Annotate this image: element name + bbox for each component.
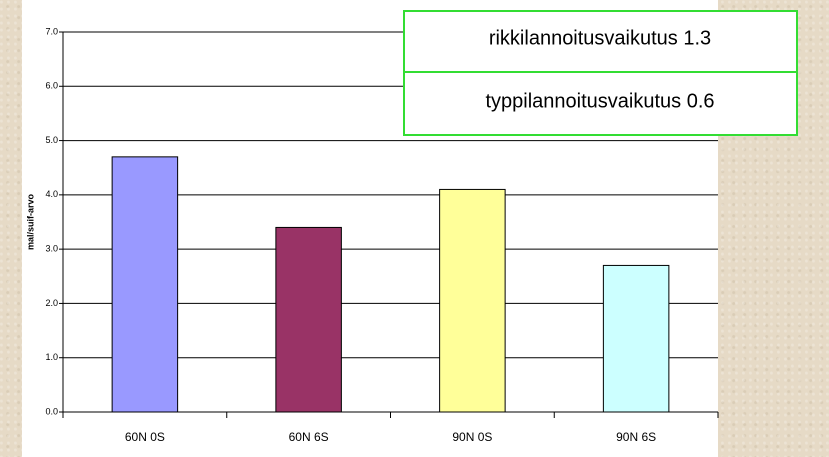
annotation: typpilannoitusvaikutus 0.6 [485, 90, 714, 112]
bar [439, 188, 506, 413]
bar [275, 226, 342, 413]
x-tick-label: 90N 6S [616, 430, 656, 444]
y-tick-label: 3.0 [45, 244, 58, 254]
x-tick-label: 60N 6S [289, 430, 329, 444]
annotation: rikkilannoitusvaikutus 1.3 [489, 27, 711, 49]
y-tick-label: 2.0 [45, 298, 58, 308]
y-tick-label: 4.0 [45, 189, 58, 199]
bar [602, 264, 670, 413]
y-axis-label: mal/suif-arvo [25, 193, 35, 250]
bar [111, 156, 179, 413]
y-tick-label: 1.0 [45, 352, 58, 362]
y-tick-label: 0.0 [45, 406, 58, 416]
y-tick-label: 7.0 [45, 26, 58, 36]
y-tick-label: 6.0 [45, 81, 58, 91]
x-tick-label: 90N 0S [452, 430, 492, 444]
y-tick-label: 5.0 [45, 135, 58, 145]
x-tick-label: 60N 0S [125, 430, 165, 444]
annotation-box [403, 71, 798, 136]
